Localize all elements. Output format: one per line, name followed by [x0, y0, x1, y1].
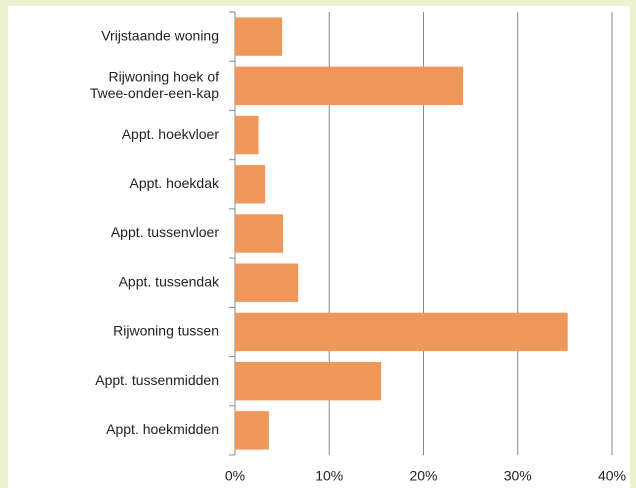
x-tick-label: 10% — [315, 468, 343, 484]
bar — [235, 17, 283, 56]
x-tick-label: 0% — [225, 468, 245, 484]
bar — [235, 411, 269, 450]
x-tick-label: 30% — [504, 468, 532, 484]
y-tick-label: Appt. tussenvloer — [111, 224, 220, 240]
bar — [235, 263, 299, 302]
x-tick-label: 20% — [409, 468, 437, 484]
bar — [235, 115, 259, 155]
y-tick-label: Vrijstaande woning — [101, 27, 219, 43]
bar — [235, 361, 382, 401]
y-tick-label: Rijwoning tussen — [113, 323, 219, 339]
y-tick-label: Appt. hoekdak — [129, 175, 220, 191]
bar — [235, 165, 266, 204]
bar — [235, 312, 568, 352]
bar — [235, 214, 284, 253]
y-tick-label: Appt. tussenmidden — [95, 372, 219, 388]
y-tick-label: Appt. hoekvloer — [122, 126, 220, 142]
bar — [235, 66, 464, 106]
y-tick-label: Appt. hoekmidden — [106, 421, 219, 437]
x-tick-label: 40% — [598, 468, 626, 484]
y-tick-label: Appt. tussendak — [119, 273, 220, 289]
y-tick-label: Rijwoning hoek of Twee-onder-een-kap — [90, 68, 219, 101]
